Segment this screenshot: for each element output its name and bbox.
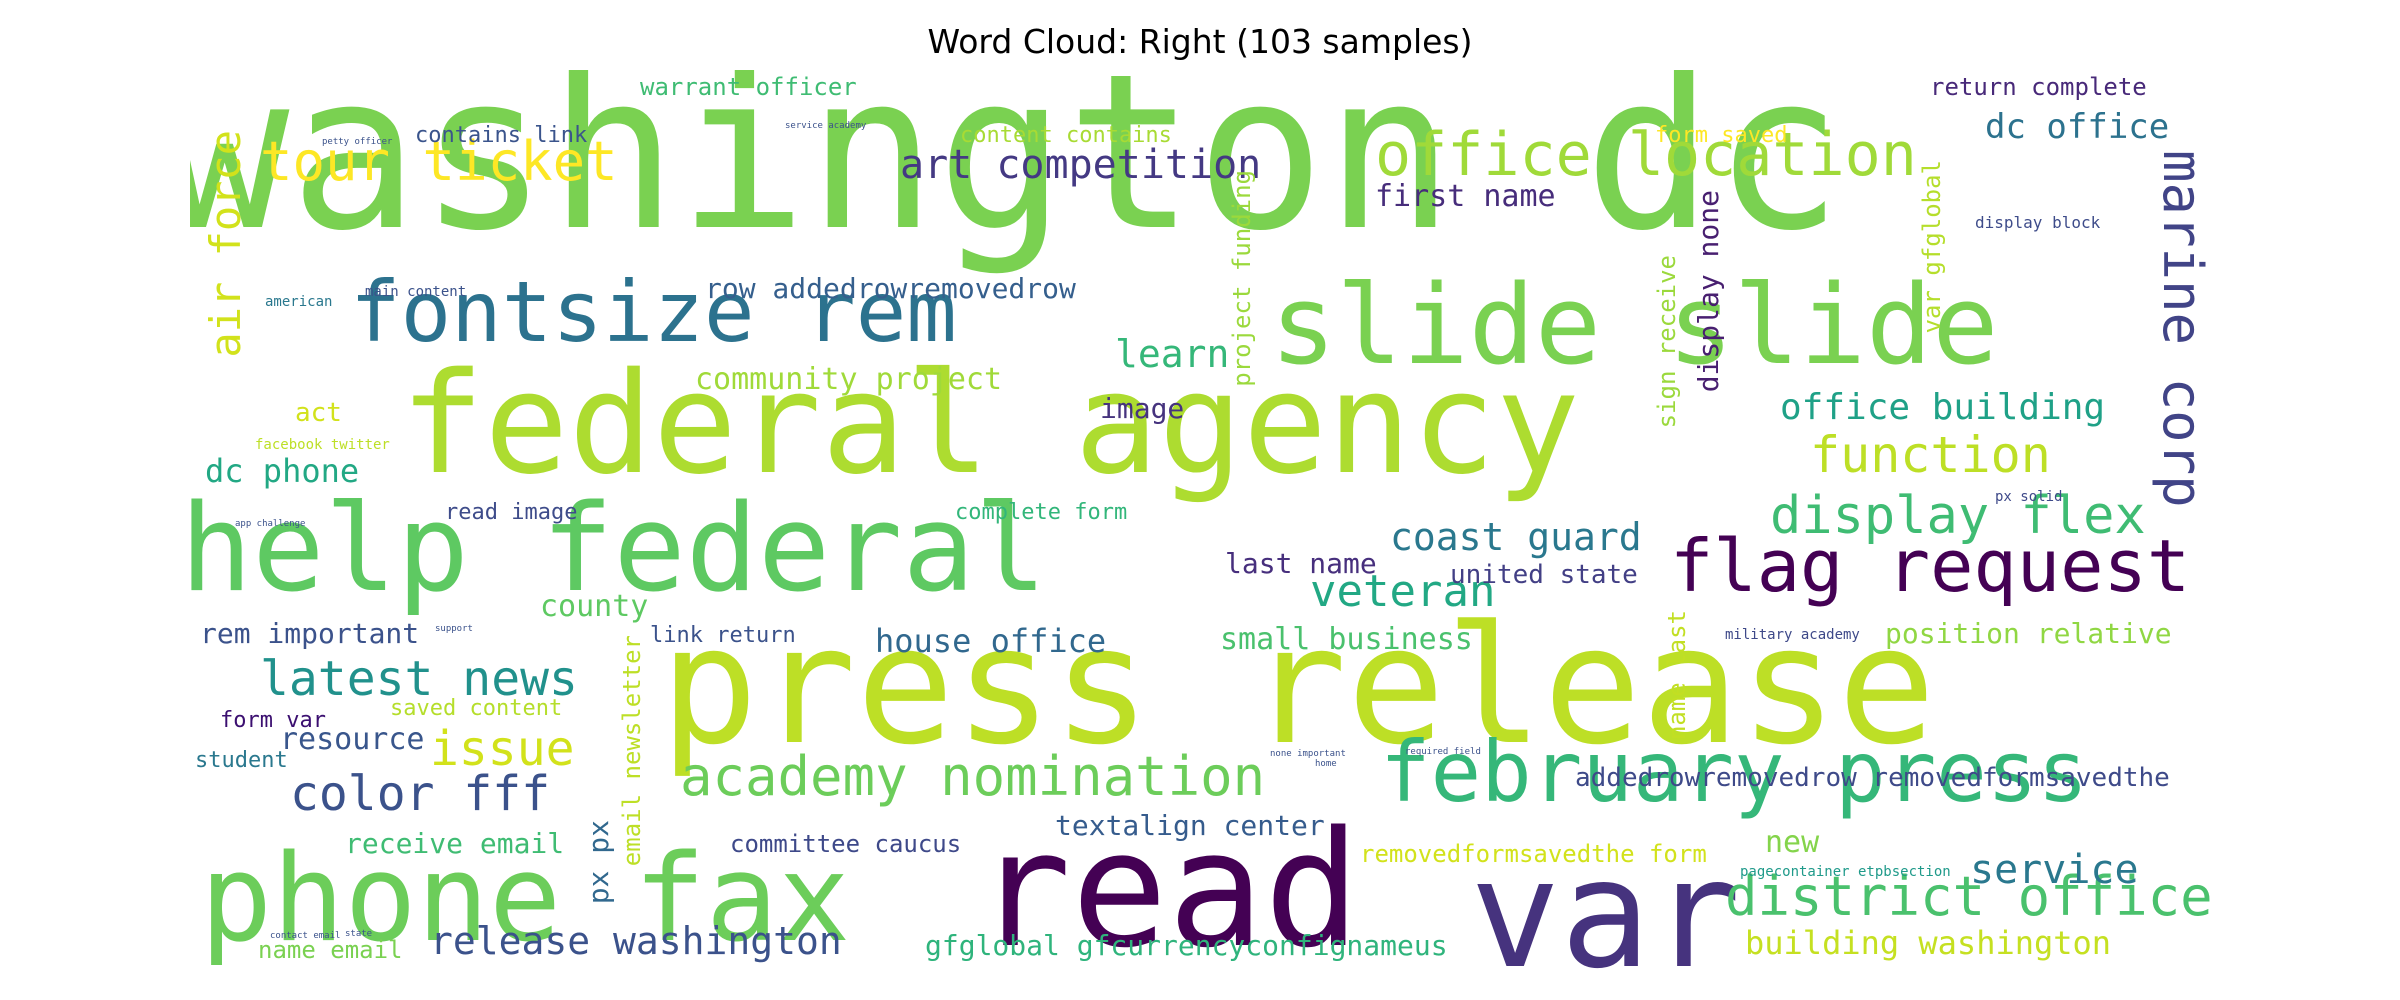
word: office location xyxy=(1375,120,1917,190)
word: resource xyxy=(280,722,425,757)
word: rem important xyxy=(200,617,420,650)
word: return complete xyxy=(1930,73,2147,101)
word: display flex xyxy=(1770,486,2146,546)
chart-title: Word Cloud: Right (103 samples) xyxy=(927,22,1473,61)
word: receive email xyxy=(345,827,565,860)
word: press release xyxy=(660,592,1936,781)
word: dc office xyxy=(1985,107,2170,147)
word: issue xyxy=(430,721,575,777)
word: none important xyxy=(1270,749,1346,759)
word: display none xyxy=(1692,190,1725,393)
word: learn xyxy=(1115,332,1230,376)
word: var gfglobal xyxy=(1918,160,1946,334)
word: service academy xyxy=(785,121,867,131)
word: link return xyxy=(650,623,796,648)
word: flag request xyxy=(1670,524,2191,608)
word: district office xyxy=(1725,865,2210,928)
word: app challenge xyxy=(235,519,306,529)
word: position relative xyxy=(1885,617,2172,650)
word: military academy xyxy=(1725,627,1860,643)
word: name last xyxy=(1663,610,1691,741)
word: gfglobal gfcurrencyconfignameus xyxy=(925,929,1448,962)
word: px solid xyxy=(1995,489,2063,505)
word: saved content xyxy=(390,696,563,721)
word: united state xyxy=(1450,560,1638,590)
word: house office xyxy=(875,622,1107,660)
word: contact email xyxy=(270,931,341,941)
word: academy nomination xyxy=(680,745,1266,808)
word: release washington xyxy=(430,919,842,963)
word: home xyxy=(1315,759,1337,769)
word: tour ticket xyxy=(260,130,618,193)
word: email newsletter xyxy=(618,635,646,867)
word: office building xyxy=(1780,387,2106,428)
word: read xyxy=(975,796,1361,970)
word: act xyxy=(295,398,342,428)
word: name email xyxy=(258,936,403,964)
word: new xyxy=(1765,825,1820,860)
word: help federal xyxy=(190,480,1047,619)
word: var xyxy=(1470,828,1741,970)
word: support xyxy=(435,624,473,634)
word: service xyxy=(1970,847,2139,893)
word: first name xyxy=(1375,179,1556,214)
word: contains link xyxy=(415,123,588,148)
word: small business xyxy=(1220,622,1473,657)
word: coast guard xyxy=(1390,515,1642,559)
word: color fff xyxy=(290,766,551,822)
word: dc phone xyxy=(205,452,360,490)
word: warrant officer xyxy=(640,73,857,101)
word: committee caucus xyxy=(730,830,962,858)
word: student xyxy=(195,748,288,773)
word: veteran xyxy=(1310,566,1496,617)
word: building washington xyxy=(1745,924,2112,962)
word: phone fax xyxy=(200,830,851,969)
word: fontsize rem xyxy=(350,263,957,361)
word: px px xyxy=(582,820,615,905)
word: federal agency xyxy=(400,343,1581,506)
word: read image xyxy=(445,500,578,525)
word: main content xyxy=(365,284,467,300)
word: removedformsavedthe form xyxy=(1360,840,1707,868)
word: row addedrowremovedrow xyxy=(705,272,1076,305)
word: display block xyxy=(1975,213,2101,232)
word: form saved xyxy=(1655,123,1788,148)
word: petty officer xyxy=(322,137,393,147)
word: textalign center xyxy=(1055,809,1325,842)
word-cloud: washington dc press release federal agen… xyxy=(190,70,2210,970)
word: last name xyxy=(1225,547,1377,580)
word: community project xyxy=(695,362,1003,397)
word: art competition xyxy=(900,142,1262,188)
word: content contains xyxy=(960,123,1172,148)
word: marine corp xyxy=(2151,150,2210,508)
word: february press xyxy=(1380,723,2089,821)
word: addedrowremovedrow removedformsavedthe xyxy=(1575,763,2170,793)
word: image xyxy=(1100,392,1185,425)
word: air force xyxy=(201,130,250,358)
word: sign receive xyxy=(1653,255,1681,429)
word: form var xyxy=(220,708,326,733)
word: state xyxy=(345,929,373,939)
word: required field xyxy=(1405,747,1481,757)
word: complete form xyxy=(955,500,1128,525)
word: function xyxy=(1810,426,2051,484)
word: american xyxy=(265,294,333,310)
word: county xyxy=(540,589,649,624)
word: washington dc xyxy=(190,70,1843,278)
word: pagecontainer etpbsection xyxy=(1740,864,1951,880)
word: slide slide xyxy=(1270,261,1999,389)
word: project funding xyxy=(1228,170,1256,387)
word: facebook twitter xyxy=(255,437,390,453)
word: latest news xyxy=(260,651,578,707)
